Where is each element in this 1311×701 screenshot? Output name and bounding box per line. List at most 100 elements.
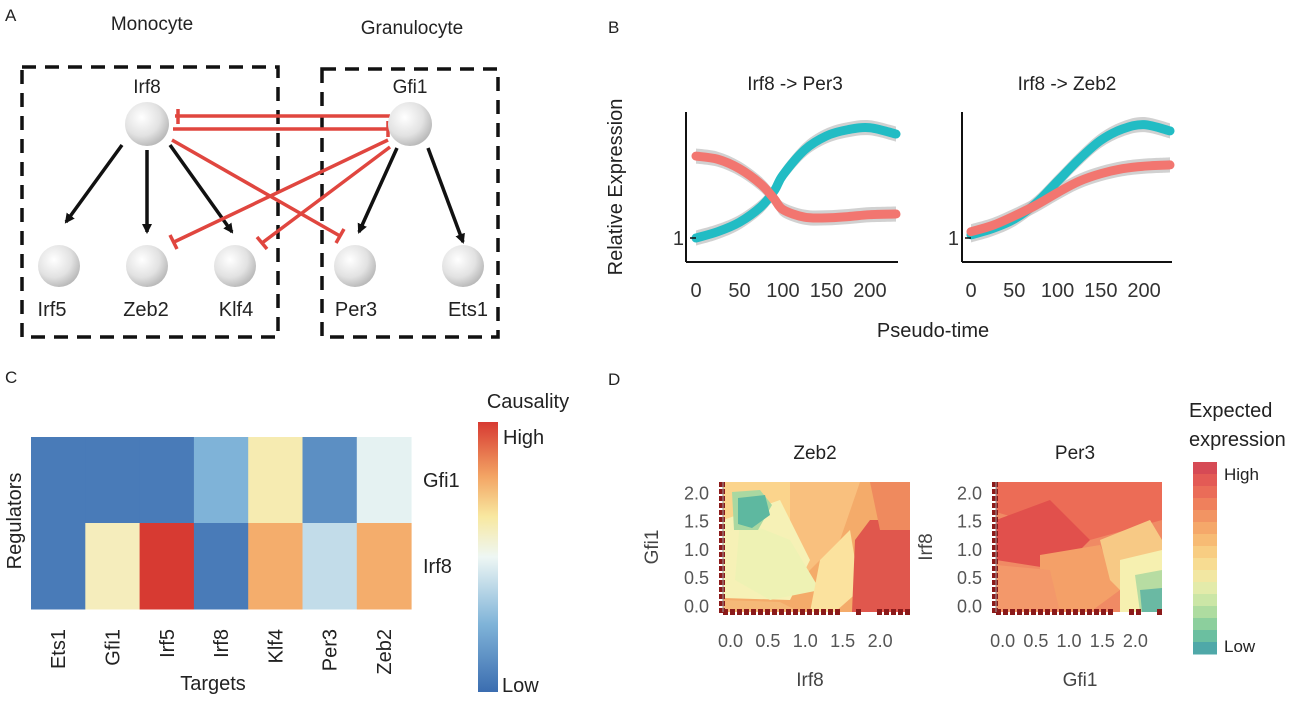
y-tick-label: 0.5 xyxy=(957,568,982,588)
x-rug-mark xyxy=(786,609,791,615)
heatmap-row-label: Gfi1 xyxy=(423,470,460,492)
y-tick-label: 1.0 xyxy=(684,540,709,560)
x-rug-mark xyxy=(772,609,777,615)
y-rug-mark xyxy=(719,566,725,571)
line-chart-2: Irf8 -> Zeb2 0 50 100 150 200 1 xyxy=(948,74,1175,302)
y-rug-mark xyxy=(992,510,998,515)
x-tick-label: 50 xyxy=(1003,280,1025,302)
x-rug-mark xyxy=(1017,609,1022,615)
heatmap-cell-gfi1-klf4 xyxy=(248,437,303,524)
per3-map-ticks: 0.0 0.5 1.0 1.5 2.0 0.0 0.5 1.0 1.5 2.0 xyxy=(957,483,1148,651)
node-gfi1 xyxy=(388,102,432,146)
y-tick-label: 1.5 xyxy=(957,512,982,532)
y-rug-mark xyxy=(992,552,998,557)
heatmap-cell-gfi1-gfi1 xyxy=(85,437,141,524)
y-rug-mark xyxy=(719,573,725,578)
repression-edges xyxy=(168,109,392,251)
x-rug-mark xyxy=(730,609,735,615)
y-rug-mark xyxy=(719,538,725,543)
node-klf4 xyxy=(214,245,256,287)
causality-xlabel: Targets xyxy=(180,673,246,695)
expression-map-zeb2: Zeb2 0.0 0.5 1.0 1.5 2.0 0.0 0.5 1.0 1.5 2.0 Irf8… xyxy=(642,443,910,691)
series-salmon-line xyxy=(691,151,901,223)
edge-gfi1-per3 xyxy=(357,147,399,234)
x-rug-mark xyxy=(793,609,798,615)
per3-map-title: Per3 xyxy=(1055,443,1095,464)
panel-label-a: A xyxy=(5,6,17,25)
legend-step xyxy=(1193,558,1217,571)
heatmap-column-label: Irf8 xyxy=(211,629,233,658)
x-tick-label: 0 xyxy=(965,280,976,302)
y-rug-mark xyxy=(992,489,998,494)
y-rug-mark xyxy=(719,531,725,536)
legend-step xyxy=(1193,606,1217,619)
causality-legend-title: Causality xyxy=(487,391,569,413)
legend-step xyxy=(1193,642,1217,655)
network-diagram: Monocyte Granulocyte I xyxy=(20,14,500,339)
x-rug-mark xyxy=(884,609,889,615)
node-per3 xyxy=(334,245,376,287)
edge-irf8-irf5 xyxy=(64,143,124,224)
node-irf5 xyxy=(38,245,80,287)
heatmap-column-label: Klf4 xyxy=(265,629,287,663)
x-rug-mark xyxy=(723,609,728,615)
x-tick-label: 1.0 xyxy=(793,631,818,651)
per3-map-rug-marks xyxy=(992,482,1162,615)
legend-step xyxy=(1193,486,1217,499)
legend-step xyxy=(1193,630,1217,643)
line-chart-1-title: Irf8 -> Per3 xyxy=(747,74,843,95)
x-tick-label: 50 xyxy=(728,280,750,302)
legend-step xyxy=(1193,498,1217,511)
x-rug-mark xyxy=(758,609,763,615)
y-rug-mark xyxy=(719,496,725,501)
x-tick-label: 0.5 xyxy=(755,631,780,651)
expression-legend-title-2: expression xyxy=(1189,429,1286,451)
node-label-gfi1: Gfi1 xyxy=(393,77,428,98)
y-rug-mark xyxy=(992,587,998,592)
y-rug-mark xyxy=(992,601,998,606)
y-rug-mark xyxy=(719,510,725,515)
legend-step xyxy=(1193,594,1217,607)
causality-legend-bar xyxy=(478,422,498,692)
line-chart-2-title: Irf8 -> Zeb2 xyxy=(1018,74,1117,95)
y-rug-mark xyxy=(719,601,725,606)
line-chart-2-ticks: 0 50 100 150 200 1 xyxy=(948,228,1161,302)
x-rug-mark xyxy=(856,609,861,615)
panel-label-d: D xyxy=(608,370,621,389)
causality-column-labels: Ets1 Gfi1 Irf5 Irf8 Klf4 Per3 Zeb2 xyxy=(48,629,396,675)
x-tick-label: 0.5 xyxy=(1023,631,1048,651)
x-tick-label: 100 xyxy=(1041,280,1074,302)
granulocyte-box xyxy=(320,67,500,339)
x-rug-mark xyxy=(835,609,840,615)
heatmap-cell-irf8-klf4 xyxy=(248,523,303,610)
heatmap-row-label: Irf8 xyxy=(423,556,452,578)
y-rug-mark xyxy=(719,545,725,550)
zeb2-map-ylabel: Gfi1 xyxy=(642,530,663,565)
y-rug-mark xyxy=(992,517,998,522)
series-teal-line xyxy=(691,123,901,243)
x-rug-mark xyxy=(1010,609,1015,615)
x-rug-mark xyxy=(1101,609,1106,615)
line-chart-1-ylabel: Relative Expression xyxy=(605,99,627,276)
panel-label-b: B xyxy=(608,18,620,37)
heatmap-cell-irf8-per3 xyxy=(302,523,358,610)
y-tick-label: 0.0 xyxy=(957,596,982,616)
x-tick-label: 200 xyxy=(1127,280,1160,302)
y-rug-mark xyxy=(719,489,725,494)
y-rug-mark xyxy=(719,482,725,487)
node-label-irf8: Irf8 xyxy=(133,77,160,98)
y-rug-mark xyxy=(992,594,998,599)
y-rug-mark xyxy=(992,496,998,501)
legend-step xyxy=(1193,570,1217,583)
y-rug-mark xyxy=(992,482,998,487)
x-rug-mark xyxy=(1080,609,1085,615)
x-rug-mark xyxy=(1031,609,1036,615)
x-rug-mark xyxy=(1052,609,1057,615)
per3-map-surface xyxy=(996,482,1162,612)
legend-step xyxy=(1193,462,1217,475)
y-rug-mark xyxy=(719,594,725,599)
y-rug-mark xyxy=(992,559,998,564)
x-rug-mark xyxy=(996,609,1001,615)
pseudo-time-axis-label: Pseudo-time xyxy=(877,320,989,342)
y-rug-mark xyxy=(992,608,998,613)
